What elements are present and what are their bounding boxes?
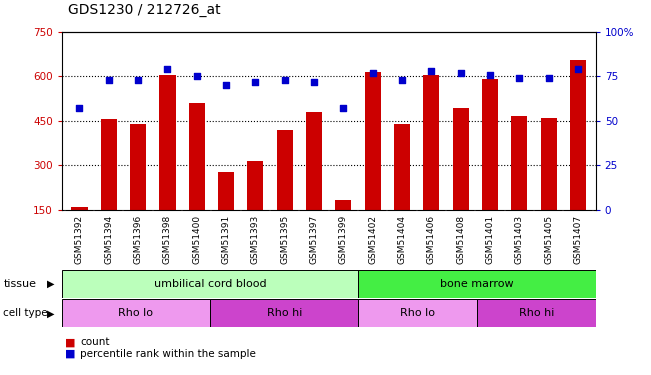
Text: GSM51399: GSM51399: [339, 214, 348, 264]
Bar: [306, 112, 322, 210]
Bar: [570, 60, 586, 210]
Text: GSM51391: GSM51391: [221, 214, 230, 264]
Text: GSM51403: GSM51403: [515, 214, 524, 264]
Text: GSM51397: GSM51397: [310, 214, 318, 264]
Bar: [359, 270, 596, 298]
Bar: [277, 130, 293, 210]
Point: [485, 72, 495, 78]
Point: [339, 105, 349, 111]
Text: GSM51404: GSM51404: [398, 214, 407, 264]
Text: tissue: tissue: [3, 279, 36, 289]
Text: GSM51392: GSM51392: [75, 214, 84, 264]
Text: Rho hi: Rho hi: [519, 308, 554, 318]
Text: ■: ■: [65, 338, 76, 347]
Text: GSM51407: GSM51407: [574, 214, 583, 264]
Text: GSM51394: GSM51394: [104, 214, 113, 264]
Point: [221, 82, 231, 88]
Text: GSM51408: GSM51408: [456, 214, 465, 264]
Point: [514, 75, 525, 81]
Text: GSM51400: GSM51400: [192, 214, 201, 264]
Text: GSM51406: GSM51406: [427, 214, 436, 264]
Text: ■: ■: [65, 349, 76, 358]
Point: [250, 79, 260, 85]
Text: count: count: [80, 338, 109, 347]
Point: [74, 105, 85, 111]
Bar: [335, 200, 352, 210]
Point: [368, 70, 378, 76]
Bar: [210, 299, 359, 327]
Text: ▶: ▶: [46, 308, 54, 318]
Point: [162, 66, 173, 72]
Text: GSM51405: GSM51405: [544, 214, 553, 264]
Point: [279, 77, 290, 83]
Text: GSM51393: GSM51393: [251, 214, 260, 264]
Point: [309, 79, 319, 85]
Point: [397, 77, 408, 83]
Text: GDS1230 / 212726_at: GDS1230 / 212726_at: [68, 3, 221, 17]
Bar: [359, 299, 477, 327]
Point: [133, 77, 143, 83]
Text: cell type: cell type: [3, 308, 48, 318]
Text: GSM51402: GSM51402: [368, 214, 377, 264]
Bar: [423, 75, 439, 210]
Bar: [62, 299, 210, 327]
Bar: [101, 120, 117, 210]
Bar: [477, 299, 596, 327]
Bar: [394, 124, 410, 210]
Text: bone marrow: bone marrow: [440, 279, 514, 289]
Bar: [62, 270, 359, 298]
Bar: [511, 117, 527, 210]
Point: [104, 77, 114, 83]
Text: GSM51395: GSM51395: [281, 214, 289, 264]
Text: GSM51398: GSM51398: [163, 214, 172, 264]
Text: percentile rank within the sample: percentile rank within the sample: [80, 349, 256, 358]
Text: GSM51396: GSM51396: [133, 214, 143, 264]
Point: [573, 66, 583, 72]
Text: Rho lo: Rho lo: [400, 308, 436, 318]
Bar: [72, 207, 87, 210]
Point: [191, 74, 202, 80]
Text: Rho hi: Rho hi: [266, 308, 302, 318]
Bar: [159, 75, 176, 210]
Bar: [452, 108, 469, 210]
Bar: [247, 161, 264, 210]
Text: ▶: ▶: [46, 279, 54, 289]
Point: [426, 68, 437, 74]
Bar: [482, 80, 498, 210]
Bar: [541, 118, 557, 210]
Point: [456, 70, 466, 76]
Bar: [189, 103, 205, 210]
Bar: [365, 72, 381, 210]
Bar: [130, 124, 146, 210]
Point: [544, 75, 554, 81]
Text: GSM51401: GSM51401: [486, 214, 495, 264]
Text: umbilical cord blood: umbilical cord blood: [154, 279, 266, 289]
Bar: [218, 172, 234, 210]
Text: Rho lo: Rho lo: [118, 308, 154, 318]
